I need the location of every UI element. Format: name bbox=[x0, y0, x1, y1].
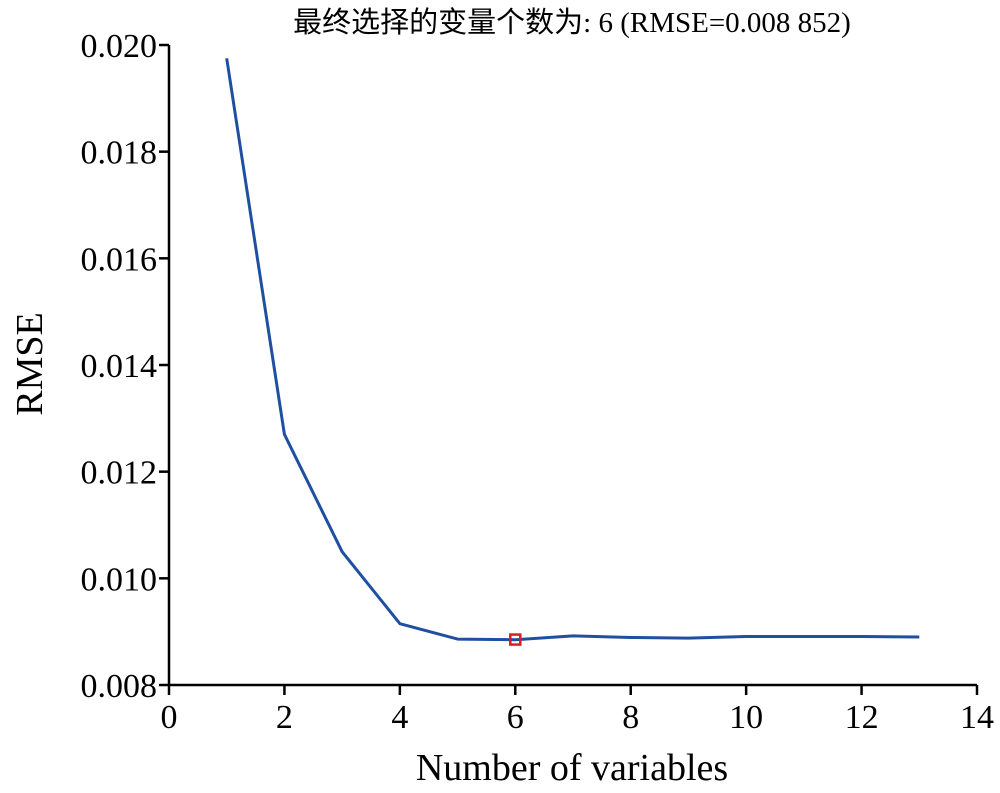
axes bbox=[167, 45, 977, 687]
y-tick-label: 0.020 bbox=[81, 28, 158, 65]
rmse-series-line bbox=[225, 58, 920, 642]
y-tick-label: 0.010 bbox=[81, 561, 158, 598]
y-tick-label: 0.014 bbox=[81, 348, 158, 385]
chart-title: 最终选择的变量个数为: 6 (RMSE=0.008 852) bbox=[293, 6, 851, 39]
y-axis-ticks: 0.008 0.010 0.012 0.014 0.016 0.018 0.020 bbox=[81, 28, 169, 705]
plot-area bbox=[225, 58, 920, 646]
x-axis-ticks: 0 2 4 6 8 10 12 14 bbox=[161, 685, 994, 736]
x-tick-label: 6 bbox=[507, 699, 524, 736]
optimal-point-marker bbox=[509, 633, 522, 646]
y-axis-label: RMSE bbox=[9, 312, 51, 415]
x-axis-label: Number of variables bbox=[416, 747, 728, 789]
y-tick-label: 0.008 bbox=[81, 668, 158, 705]
x-tick-label: 10 bbox=[729, 699, 763, 736]
x-tick-label: 2 bbox=[276, 699, 293, 736]
x-tick-label: 4 bbox=[391, 699, 408, 736]
x-tick-label: 0 bbox=[161, 699, 178, 736]
y-tick-label: 0.012 bbox=[81, 455, 158, 492]
y-tick-label: 0.018 bbox=[81, 135, 158, 172]
y-tick-label: 0.016 bbox=[81, 241, 158, 278]
x-tick-label: 14 bbox=[960, 699, 994, 736]
x-tick-label: 8 bbox=[622, 699, 639, 736]
x-tick-label: 12 bbox=[845, 699, 879, 736]
